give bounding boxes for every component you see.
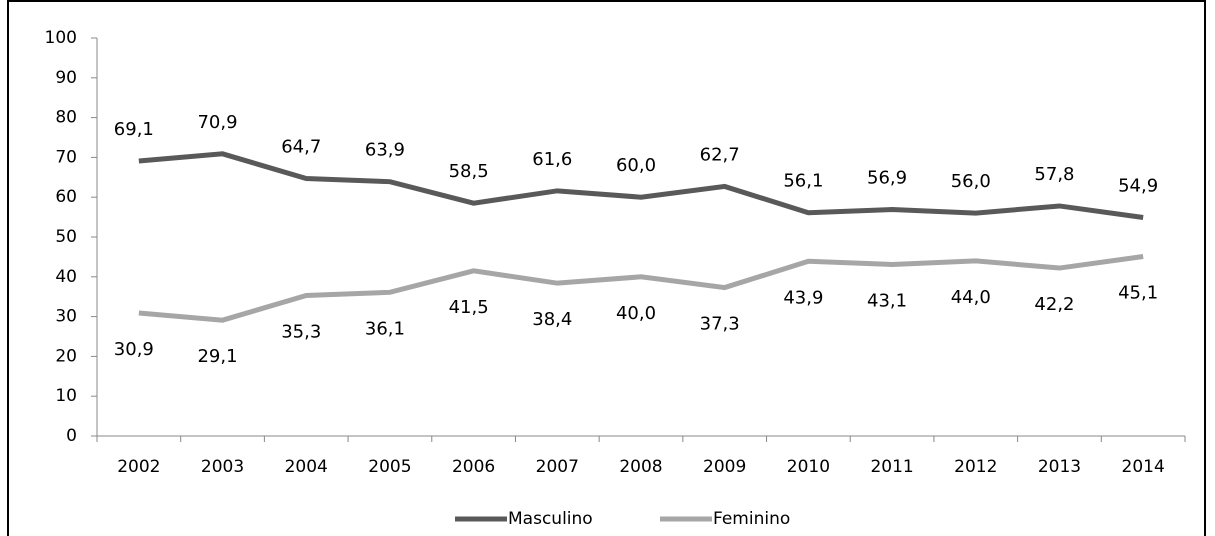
x-tick-label: 2003 [201, 457, 244, 477]
y-tick-label: 80 [55, 108, 77, 128]
value-label: 54,9 [1118, 175, 1158, 196]
value-label: 35,3 [281, 322, 321, 343]
value-label: 37,3 [700, 314, 740, 335]
series-line [138, 254, 1144, 323]
x-tick-label: 2010 [787, 457, 830, 477]
series-line [138, 151, 1144, 220]
x-tick-label: 2012 [954, 457, 997, 477]
value-label: 69,1 [114, 119, 154, 140]
y-tick-label: 10 [55, 386, 77, 406]
value-label: 43,1 [867, 290, 907, 311]
y-tick-label: 50 [55, 227, 77, 247]
y-tick-label: 90 [55, 68, 77, 88]
y-tick-label: 60 [55, 187, 77, 207]
value-label: 42,2 [1034, 294, 1074, 315]
value-label: 64,7 [281, 136, 321, 157]
value-label: 43,9 [783, 287, 823, 308]
value-label: 56,9 [867, 168, 907, 189]
value-label: 45,1 [1118, 283, 1158, 304]
x-tick-label: 2008 [619, 457, 662, 477]
x-tick-label: 2013 [1038, 457, 1081, 477]
value-label: 62,7 [700, 144, 740, 165]
legend-label: Feminino [713, 509, 790, 529]
legend-label: Masculino [508, 509, 593, 529]
x-tick-label: 2006 [452, 457, 495, 477]
value-label: 58,5 [449, 161, 489, 182]
x-tick-label: 2002 [117, 457, 160, 477]
x-tick-label: 2005 [368, 457, 411, 477]
y-tick-label: 0 [66, 426, 77, 446]
value-label: 36,1 [365, 318, 405, 339]
y-tick-label: 70 [55, 147, 77, 167]
value-label: 30,9 [114, 339, 154, 360]
value-label: 41,5 [449, 297, 489, 318]
x-tick-label: 2007 [536, 457, 579, 477]
value-label: 57,8 [1034, 164, 1074, 185]
x-tick-label: 2004 [285, 457, 328, 477]
value-label: 56,1 [783, 171, 823, 192]
value-label: 61,6 [532, 149, 572, 170]
value-label: 44,0 [951, 287, 991, 308]
chart-frame [7, 0, 1206, 536]
y-tick-label: 20 [55, 346, 77, 366]
value-label: 63,9 [365, 140, 405, 161]
value-label: 56,0 [951, 171, 991, 192]
y-tick-label: 100 [45, 28, 77, 48]
x-tick-label: 2014 [1122, 457, 1165, 477]
x-tick-label: 2009 [703, 457, 746, 477]
value-label: 70,9 [197, 112, 237, 133]
y-tick-label: 40 [55, 267, 77, 287]
value-label: 60,0 [616, 155, 656, 176]
value-label: 40,0 [616, 303, 656, 324]
value-label: 38,4 [532, 309, 572, 330]
x-tick-label: 2011 [870, 457, 913, 477]
value-label: 29,1 [197, 346, 237, 367]
y-tick-label: 30 [55, 307, 77, 327]
